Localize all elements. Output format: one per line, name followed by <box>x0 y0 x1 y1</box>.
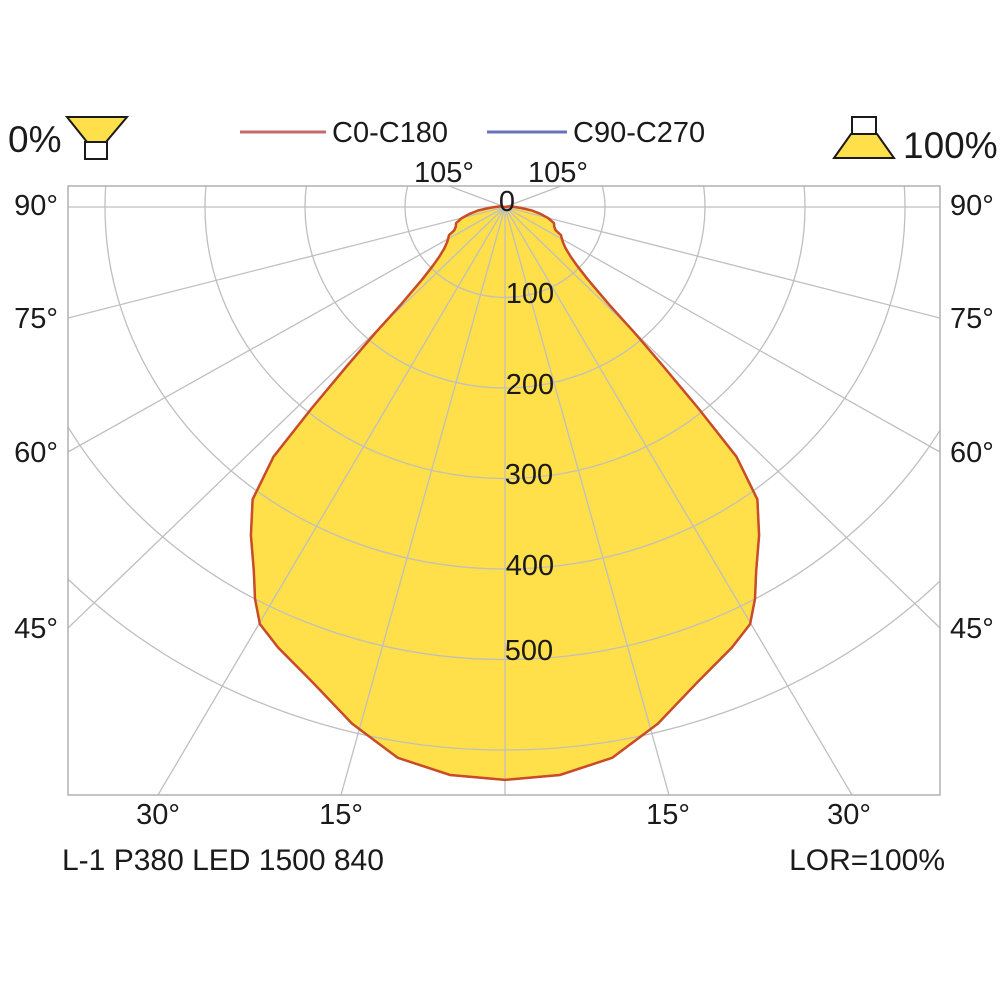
grid-ray <box>504 206 853 795</box>
radial-label-300: 300 <box>505 459 553 491</box>
legend: C0-C180 C90-C270 <box>240 117 705 149</box>
angle-label-right-45: 45° <box>950 613 994 645</box>
grid-ray <box>504 206 940 319</box>
grid-ray <box>157 206 506 795</box>
radial-label-500: 500 <box>505 635 553 667</box>
angle-label-bottom-right-15: 15° <box>646 799 690 831</box>
legend-label-c0-c180: C0-C180 <box>332 117 448 149</box>
radial-label-200: 200 <box>506 369 554 401</box>
angle-label-right-60: 60° <box>950 437 994 469</box>
upward-flux-percentage: 0% <box>8 119 61 160</box>
angle-label-left-45: 45° <box>14 613 58 645</box>
grid-ray <box>68 206 506 629</box>
angle-label-bottom-left-15: 15° <box>319 799 363 831</box>
downward-flux-percentage: 100% <box>903 125 998 166</box>
curve-c0-c180 <box>249 205 761 782</box>
grid-ray <box>68 206 506 453</box>
grid-ray <box>504 186 562 208</box>
angle-label-bottom-left-30: 30° <box>136 799 180 831</box>
angle-label-bottom-right-30: 30° <box>827 799 871 831</box>
radial-label-100: 100 <box>506 278 554 310</box>
grid-ray <box>504 206 940 629</box>
legend-label-c90-c270: C90-C270 <box>573 117 705 149</box>
angle-label-right-90: 90° <box>950 190 994 222</box>
radial-label-0: 0 <box>499 186 515 218</box>
angle-label-left-75: 75° <box>14 303 58 335</box>
angle-label-right-75: 75° <box>950 303 994 335</box>
angle-label-top-right-105: 105° <box>528 157 588 189</box>
polar-grid <box>68 186 940 795</box>
lor-value: LOR=100% <box>789 844 945 877</box>
luminaire-title: L-1 P380 LED 1500 840 <box>62 844 384 877</box>
downward-light-icon <box>832 116 896 159</box>
grid-ray <box>448 186 506 208</box>
grid-ray <box>504 206 670 795</box>
plot-border <box>67 185 941 796</box>
radial-label-400: 400 <box>506 550 554 582</box>
grid-ray <box>340 206 506 795</box>
angle-label-left-90: 90° <box>14 190 58 222</box>
angle-label-left-60: 60° <box>14 437 58 469</box>
upward-light-icon <box>64 116 130 160</box>
grid-ray <box>504 206 940 453</box>
grid-ray <box>68 206 506 319</box>
angle-label-top-left-105: 105° <box>414 157 474 189</box>
